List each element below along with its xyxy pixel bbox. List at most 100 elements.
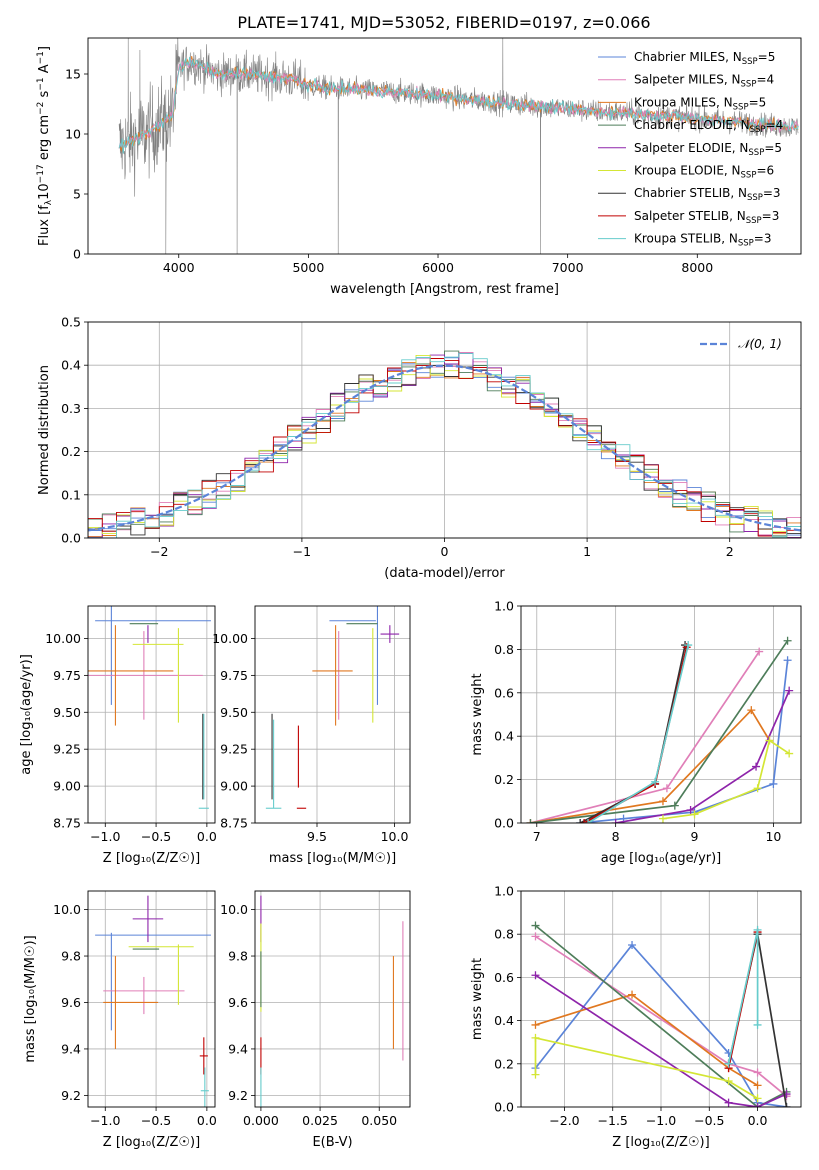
- tick-label-x: 10: [765, 829, 781, 844]
- series-marker: [782, 1103, 791, 1107]
- tick-label-y: 0.8: [494, 927, 514, 942]
- series-marker: [531, 971, 540, 980]
- panel-age_vs_Z: −1.0 −0.5 0.0 8.75 9.00 9.25 9.50 9.75 10.00 Z [l…: [19, 605, 217, 866]
- tick-label-x: −1.5: [598, 1113, 628, 1128]
- tick-label-x: 7000: [552, 260, 584, 275]
- series-kroupa_stelib: [724, 925, 762, 1068]
- panel-residuals: −2 −1 0 1 2 0.0 0.1 0.2 0.3 0.4 0.5 (data-model)/er…: [37, 315, 802, 581]
- series-marker: [785, 686, 794, 695]
- tick-label-x: −2.0: [549, 1113, 579, 1128]
- plot-content: [88, 350, 801, 538]
- series-line: [535, 974, 787, 1107]
- tick-label-x: −0.5: [694, 1113, 724, 1128]
- series-marker: [753, 1068, 762, 1077]
- tick-label-y: 0.4: [494, 1013, 514, 1028]
- tick-label-y: 9.00: [53, 779, 81, 794]
- axes-frame: [87, 321, 802, 539]
- series-marker: [724, 1059, 733, 1068]
- tick-label-y: 0.6: [494, 970, 514, 985]
- tick-label-y: 5: [73, 187, 81, 202]
- series-marker: [584, 819, 593, 823]
- series-kroupa_miles: [531, 990, 762, 1090]
- panel-weight_vs_Z: −2.0 −1.5 −1.0 −0.5 0.0 0.0 0.2 0.4 0.6 0.8 1.0 Z […: [470, 884, 802, 1150]
- tick-label-y: 9.25: [53, 742, 81, 757]
- series-marker: [580, 819, 589, 823]
- errorbar-kroupa_stelib: [200, 1067, 209, 1107]
- series-marker: [753, 1094, 762, 1103]
- series-chabrier_elodie: [526, 636, 792, 823]
- series-marker: [576, 819, 585, 823]
- tick-label-y: 9.4: [228, 1041, 248, 1056]
- tick-label-y: 9.4: [61, 1041, 81, 1056]
- tick-label-x: 8000: [681, 260, 713, 275]
- tick-label-x: −1.0: [90, 1113, 120, 1128]
- tick-label-y: 0.3: [61, 401, 81, 416]
- tick-label-y: 0.1: [61, 487, 81, 502]
- legend-label-salpeter_miles: Salpeter MILES, NSSP=4: [634, 73, 774, 90]
- x-axis-label: Z [log₁₀(Z/Z☉)]: [612, 1135, 709, 1150]
- series-marker: [658, 814, 667, 823]
- tick-label-x: −1.0: [646, 1113, 676, 1128]
- x-axis-label: (data-model)/error: [384, 566, 505, 581]
- series-marker: [651, 777, 660, 786]
- series-line: [535, 935, 788, 1097]
- tick-label-x: 0.000: [243, 1113, 279, 1128]
- y-axis-label: age [log₁₀(age/yr)]: [19, 654, 34, 775]
- tick-label-x: 8: [612, 829, 620, 844]
- errorbar-salpeter_elodie: [380, 625, 400, 643]
- series-marker: [724, 1077, 733, 1086]
- tick-label-y: 0.4: [494, 729, 514, 744]
- panel-age_vs_mass: 9.5 10.0 8.75 9.00 9.25 9.50 9.75 10.00 mass [lo…: [212, 605, 411, 866]
- y-axis-label: Flux [fλ10−17 erg cm−2 s−1 A−1]: [36, 46, 54, 246]
- tick-label-y: 0.0: [494, 816, 514, 831]
- series-marker: [765, 736, 774, 745]
- series-marker: [662, 784, 671, 793]
- plot-content: [88, 606, 211, 809]
- series-marker: [753, 784, 762, 793]
- x-axis-label: Z [log₁₀(Z/Z☉)]: [103, 851, 200, 866]
- legend-label-salpeter_stelib: Salpeter STELIB, NSSP=3: [634, 209, 779, 226]
- tick-label-y: 0.8: [494, 642, 514, 657]
- series-marker: [686, 805, 695, 814]
- series-marker: [531, 921, 540, 930]
- tick-label-x: −1.0: [90, 829, 120, 844]
- tick-label-y: 9.25: [220, 742, 248, 757]
- tick-label-y: 1.0: [494, 599, 514, 614]
- histogram-kroupa_stelib: [88, 352, 801, 538]
- series-line: [530, 708, 771, 823]
- tick-label-x: −1: [293, 544, 311, 559]
- axes-frame: [520, 605, 802, 824]
- tick-label-x: 0: [441, 544, 449, 559]
- axes-frame: [87, 890, 216, 1108]
- series-marker: [531, 1020, 540, 1029]
- series-marker: [628, 990, 637, 999]
- tick-label-x: −0.5: [141, 829, 171, 844]
- panel-weight_vs_age: 7 8 9 10 0.0 0.2 0.4 0.6 0.8 1.0 age [log₁₀(age/yr…: [470, 599, 802, 866]
- panel-mass_vs_Z: −1.0 −0.5 0.0 9.2 9.4 9.6 9.8 10.0 Z [log₁₀(Z/Z☉…: [23, 890, 217, 1150]
- tick-label-x: −2: [150, 544, 168, 559]
- tick-label-y: 9.50: [220, 705, 248, 720]
- series-marker: [658, 797, 667, 806]
- axes-frame: [520, 890, 802, 1108]
- y-axis-label: mass weight: [470, 958, 485, 1040]
- x-axis-label: age [log₁₀(age/yr)]: [601, 851, 722, 866]
- tick-label-x: 10.0: [381, 829, 409, 844]
- normal-curve: [88, 364, 801, 532]
- series-kroupa_elodie: [658, 736, 794, 823]
- legend-label-chabrier_elodie: Chabrier ELODIE, NSSP=4: [634, 118, 783, 135]
- plot-content: [260, 895, 404, 1107]
- series-salpeter_stelib: [580, 643, 691, 823]
- tick-label-y: 0: [73, 247, 81, 262]
- series-marker: [753, 1020, 762, 1029]
- x-axis-label: mass [log₁₀(M/M☉)]: [269, 851, 396, 866]
- model-spectrum-kroupa_stelib: [118, 56, 799, 154]
- tick-label-x: 6000: [422, 260, 454, 275]
- series-marker: [753, 925, 762, 934]
- axes-frame: [87, 605, 216, 824]
- tick-label-y: 9.2: [228, 1088, 248, 1103]
- series-marker: [752, 762, 761, 771]
- series-line: [615, 690, 790, 823]
- errorbar-salpeter_miles: [88, 631, 203, 720]
- tick-label-y: 0.0: [61, 531, 81, 546]
- tick-label-y: 9.00: [220, 779, 248, 794]
